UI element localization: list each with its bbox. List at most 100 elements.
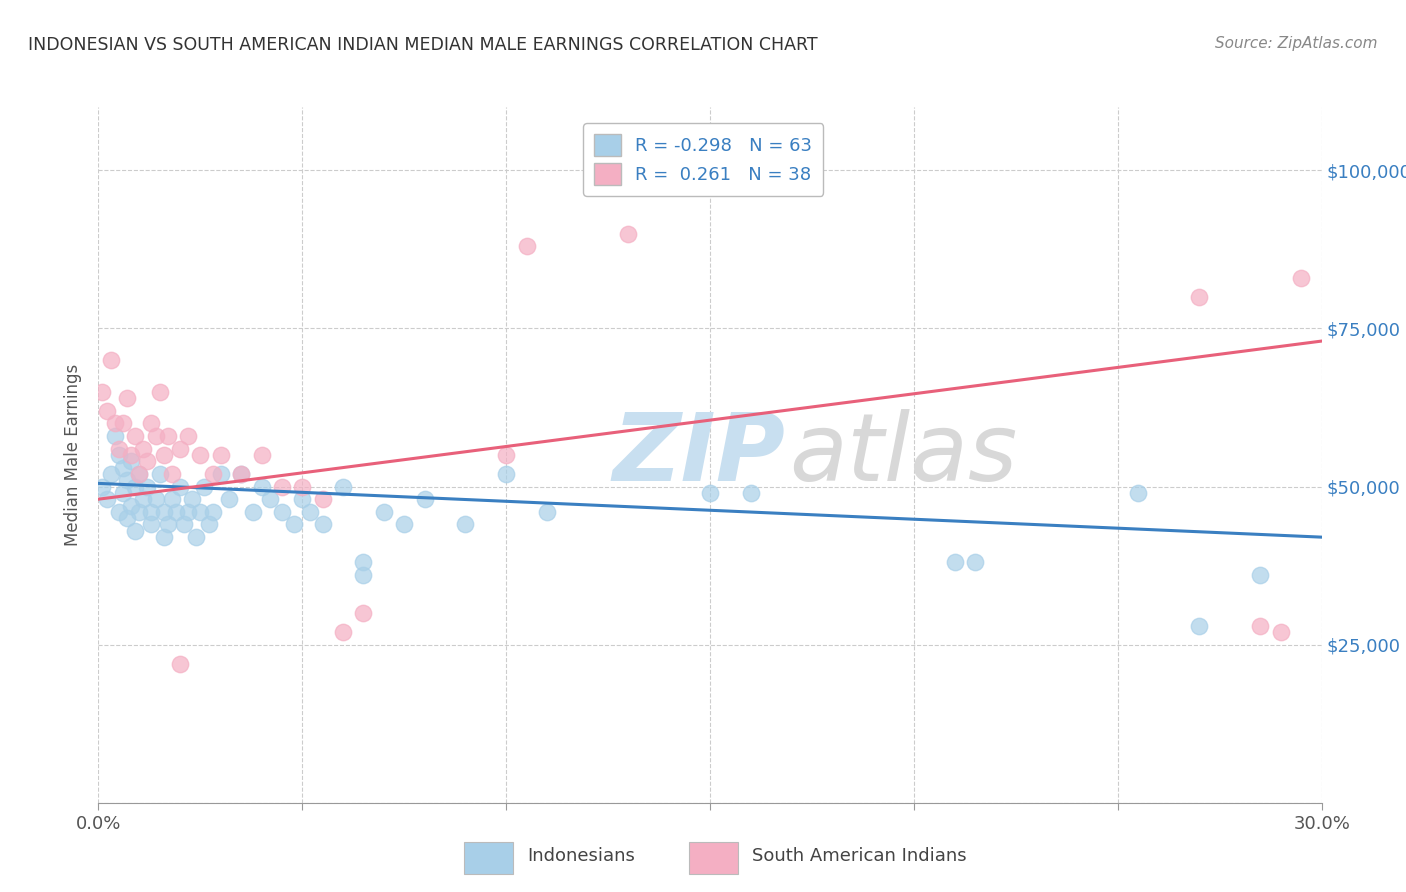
Point (177, 505, 200, 519)
Point (156, 429, 179, 443)
Point (132, 442, 155, 456)
Point (152, 505, 174, 519)
Point (136, 479, 159, 493)
Point (312, 517, 335, 532)
Text: ZIP: ZIP (612, 409, 785, 501)
FancyBboxPatch shape (464, 842, 513, 874)
Point (1128, 486, 1150, 500)
Point (209, 467, 232, 481)
Point (91, 479, 114, 493)
Point (536, 505, 558, 519)
Point (193, 479, 215, 493)
Point (270, 479, 294, 493)
Point (115, 473, 138, 487)
Point (1291, 270, 1313, 285)
Point (740, 486, 762, 500)
Point (373, 505, 395, 519)
Point (188, 448, 212, 462)
Point (115, 511, 138, 525)
Point (1249, 618, 1271, 632)
Legend: R = -0.298   N = 63, R =  0.261   N = 38: R = -0.298 N = 63, R = 0.261 N = 38 (583, 123, 824, 196)
Point (270, 505, 294, 519)
Point (149, 384, 172, 399)
Point (96, 403, 118, 417)
Point (516, 239, 538, 253)
Point (152, 530, 174, 544)
Point (111, 460, 134, 475)
Point (136, 454, 159, 468)
Text: atlas: atlas (790, 409, 1018, 500)
Point (197, 517, 219, 532)
Point (173, 517, 195, 532)
Point (145, 492, 167, 507)
Point (120, 454, 142, 468)
Point (617, 227, 640, 241)
Point (124, 524, 146, 538)
Point (104, 429, 127, 443)
Point (132, 492, 155, 507)
Point (165, 505, 187, 519)
Point (104, 417, 127, 431)
Point (141, 417, 163, 431)
Point (291, 492, 314, 507)
Point (1270, 625, 1292, 640)
Point (177, 429, 200, 443)
Point (299, 505, 322, 519)
Point (145, 429, 167, 443)
Point (111, 486, 134, 500)
Point (352, 568, 374, 582)
Point (160, 492, 183, 507)
Point (352, 556, 374, 570)
Point (149, 467, 172, 481)
Point (128, 505, 150, 519)
Point (111, 417, 134, 431)
Point (181, 492, 204, 507)
Point (250, 479, 273, 493)
Point (188, 505, 212, 519)
Point (965, 556, 987, 570)
Text: Source: ZipAtlas.com: Source: ZipAtlas.com (1215, 36, 1378, 51)
Point (1188, 618, 1211, 632)
Text: Indonesians: Indonesians (527, 847, 636, 865)
Y-axis label: Median Male Earnings: Median Male Earnings (65, 364, 83, 546)
Point (124, 479, 146, 493)
Point (108, 505, 131, 519)
Point (141, 517, 163, 532)
Point (96, 492, 118, 507)
Point (291, 479, 314, 493)
Point (128, 467, 150, 481)
Point (128, 467, 150, 481)
Point (108, 442, 131, 456)
Point (160, 467, 183, 481)
Point (169, 442, 191, 456)
Point (392, 517, 416, 532)
Point (413, 492, 436, 507)
Point (283, 517, 305, 532)
Point (141, 505, 163, 519)
Point (169, 479, 191, 493)
Point (115, 391, 138, 405)
Point (124, 429, 146, 443)
Point (1249, 568, 1271, 582)
Text: South American Indians: South American Indians (752, 847, 967, 865)
Point (100, 467, 122, 481)
Point (352, 606, 374, 620)
Point (454, 517, 477, 532)
Point (495, 448, 517, 462)
Point (495, 467, 517, 481)
Point (91, 384, 114, 399)
Point (209, 448, 232, 462)
Point (152, 448, 174, 462)
Point (312, 492, 335, 507)
Point (1188, 290, 1211, 304)
Point (242, 505, 264, 519)
Point (120, 448, 142, 462)
FancyBboxPatch shape (689, 842, 738, 874)
Point (201, 505, 224, 519)
Point (100, 353, 122, 368)
Point (156, 517, 179, 532)
Point (231, 467, 253, 481)
Point (120, 499, 142, 513)
Point (699, 486, 721, 500)
Point (218, 492, 240, 507)
